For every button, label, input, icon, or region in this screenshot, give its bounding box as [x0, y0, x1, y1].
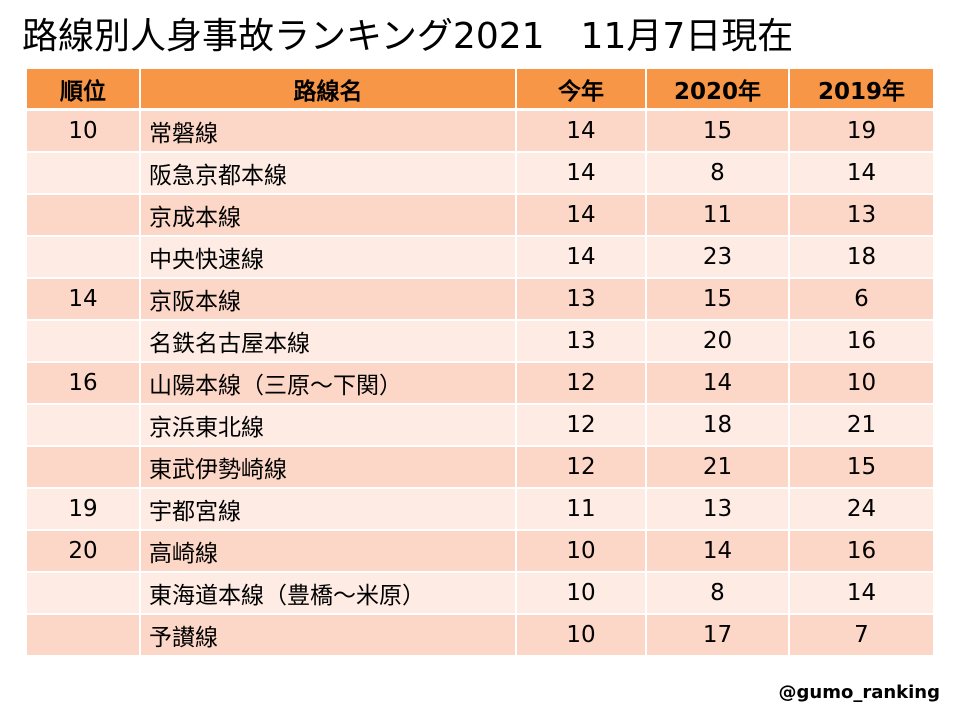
y2020-cell: 15	[647, 111, 790, 153]
y2019-cell: 16	[790, 321, 933, 363]
table-row: 14 京阪本線 13 15 6	[27, 279, 933, 321]
y2020-cell: 15	[647, 279, 790, 321]
y2019-cell: 24	[790, 489, 933, 531]
page-title: 路線別人身事故ランキング2021 11月7日現在	[22, 16, 794, 57]
this-year-cell: 11	[517, 489, 647, 531]
this-year-cell: 12	[517, 363, 647, 405]
table-row: 東武伊勢崎線 12 21 15	[27, 447, 933, 489]
line-name-cell: 東海道本線（豊橋～米原）	[141, 573, 517, 615]
credit-handle: @gumo_ranking	[778, 682, 941, 703]
this-year-cell: 10	[517, 573, 647, 615]
y2020-cell: 20	[647, 321, 790, 363]
y2020-cell: 8	[647, 573, 790, 615]
table-row: 20 高崎線 10 14 16	[27, 531, 933, 573]
y2020-cell: 8	[647, 153, 790, 195]
rank-cell: 14	[27, 279, 141, 321]
this-year-cell: 14	[517, 195, 647, 237]
this-year-cell: 14	[517, 153, 647, 195]
line-name-cell: 名鉄名古屋本線	[141, 321, 517, 363]
table-row: 中央快速線 14 23 18	[27, 237, 933, 279]
y2019-cell: 14	[790, 153, 933, 195]
y2020-cell: 17	[647, 615, 790, 657]
y2019-cell: 13	[790, 195, 933, 237]
y2019-cell: 21	[790, 405, 933, 447]
table-row: 京浜東北線 12 18 21	[27, 405, 933, 447]
y2019-cell: 18	[790, 237, 933, 279]
line-name-cell: 東武伊勢崎線	[141, 447, 517, 489]
y2020-cell: 14	[647, 531, 790, 573]
rank-cell	[27, 321, 141, 363]
rank-cell	[27, 615, 141, 657]
table-row: 19 宇都宮線 11 13 24	[27, 489, 933, 531]
y2019-cell: 7	[790, 615, 933, 657]
y2019-cell: 15	[790, 447, 933, 489]
header-line-name: 路線名	[141, 69, 517, 111]
table-header-row: 順位 路線名 今年 2020年 2019年	[27, 69, 933, 111]
y2019-cell: 6	[790, 279, 933, 321]
rank-cell	[27, 195, 141, 237]
rank-cell	[27, 447, 141, 489]
rank-cell: 20	[27, 531, 141, 573]
rank-cell: 16	[27, 363, 141, 405]
rank-cell	[27, 153, 141, 195]
y2020-cell: 13	[647, 489, 790, 531]
this-year-cell: 12	[517, 447, 647, 489]
y2020-cell: 11	[647, 195, 790, 237]
line-name-cell: 高崎線	[141, 531, 517, 573]
y2020-cell: 23	[647, 237, 790, 279]
table-row: 10 常磐線 14 15 19	[27, 111, 933, 153]
this-year-cell: 14	[517, 111, 647, 153]
header-2019: 2019年	[790, 69, 933, 111]
this-year-cell: 13	[517, 279, 647, 321]
rank-cell: 19	[27, 489, 141, 531]
line-name-cell: 中央快速線	[141, 237, 517, 279]
this-year-cell: 14	[517, 237, 647, 279]
line-name-cell: 山陽本線（三原～下関）	[141, 363, 517, 405]
line-name-cell: 阪急京都本線	[141, 153, 517, 195]
y2019-cell: 10	[790, 363, 933, 405]
y2020-cell: 14	[647, 363, 790, 405]
line-name-cell: 常磐線	[141, 111, 517, 153]
table-row: 阪急京都本線 14 8 14	[27, 153, 933, 195]
line-name-cell: 宇都宮線	[141, 489, 517, 531]
y2020-cell: 21	[647, 447, 790, 489]
line-name-cell: 京浜東北線	[141, 405, 517, 447]
this-year-cell: 13	[517, 321, 647, 363]
y2019-cell: 19	[790, 111, 933, 153]
this-year-cell: 12	[517, 405, 647, 447]
header-this-year: 今年	[517, 69, 647, 111]
header-rank: 順位	[27, 69, 141, 111]
line-name-cell: 京成本線	[141, 195, 517, 237]
table-row: 名鉄名古屋本線 13 20 16	[27, 321, 933, 363]
rank-cell: 10	[27, 111, 141, 153]
table-row: 京成本線 14 11 13	[27, 195, 933, 237]
rank-cell	[27, 405, 141, 447]
this-year-cell: 10	[517, 615, 647, 657]
y2019-cell: 16	[790, 531, 933, 573]
table-row: 16 山陽本線（三原～下関） 12 14 10	[27, 363, 933, 405]
ranking-table: 順位 路線名 今年 2020年 2019年 10 常磐線 14 15 19 阪急…	[27, 69, 933, 657]
y2019-cell: 14	[790, 573, 933, 615]
rank-cell	[27, 237, 141, 279]
this-year-cell: 10	[517, 531, 647, 573]
table-row: 東海道本線（豊橋～米原） 10 8 14	[27, 573, 933, 615]
line-name-cell: 京阪本線	[141, 279, 517, 321]
rank-cell	[27, 573, 141, 615]
header-2020: 2020年	[647, 69, 790, 111]
line-name-cell: 予讃線	[141, 615, 517, 657]
table-row: 予讃線 10 17 7	[27, 615, 933, 657]
y2020-cell: 18	[647, 405, 790, 447]
